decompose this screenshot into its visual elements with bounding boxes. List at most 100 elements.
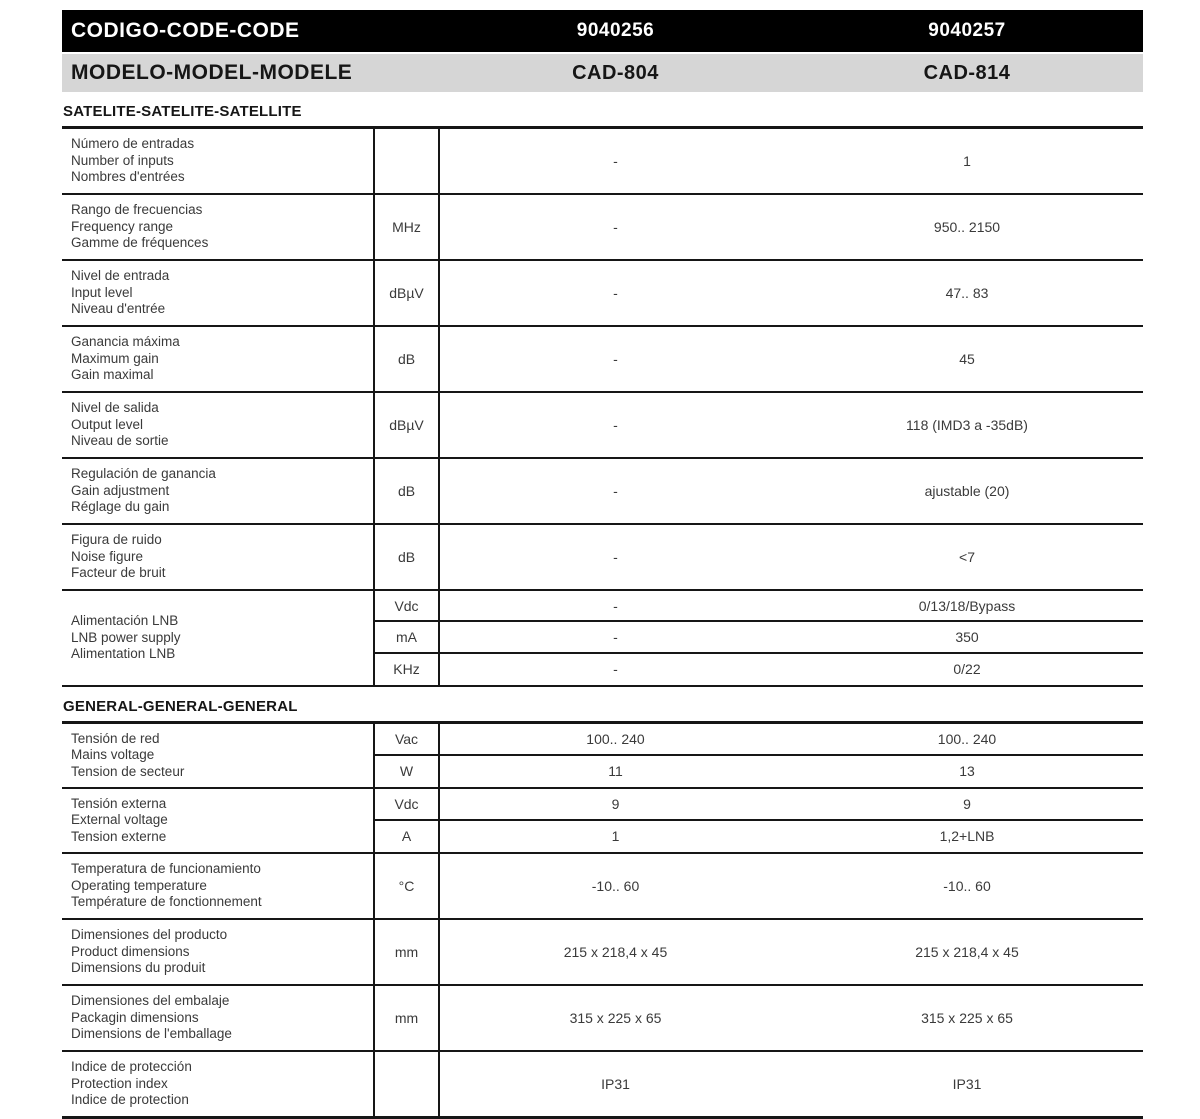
value-cell-cad814: 47.. 83 (945, 285, 989, 301)
value-cell-cad804: -10.. 60 (591, 878, 640, 895)
value-cell-cad804: - (613, 351, 618, 367)
row-label: Indice de protección Protection index Indi… (62, 1052, 373, 1116)
section-title: SATELITE-SATELITE-SATELLITE (62, 92, 1143, 129)
row-label: Dimensiones del embalaje Packagin dimensi… (62, 986, 373, 1050)
row-label: Tensión de red Mains voltage Tension de se… (62, 724, 373, 787)
unit-cell: mA (373, 622, 440, 654)
value-cell-cad804: - (440, 622, 791, 654)
value-cell-cad804: - (613, 549, 618, 565)
row-label-line: Niveau d'entrée (71, 301, 166, 317)
row-label-line: Dimensions du produit (71, 960, 206, 976)
row-label-line: Rango de frecuencias (71, 202, 203, 218)
row-label: Temperatura de funcionamiento Operating t… (62, 854, 373, 918)
row-label-line: External voltage (71, 812, 168, 828)
value-cell-cad814: -10.. 60 (943, 878, 991, 895)
row-label: Rango de frecuencias Frequency range Gamme… (62, 195, 373, 259)
value-cell-cad814: 315 x 225 x 65 (921, 1010, 1013, 1027)
unit-cell: Vdc (373, 591, 440, 623)
value-cell-cad814: <7 (959, 549, 975, 565)
unit-cell: dB (373, 459, 440, 523)
row-label-line: Temperatura de funcionamiento (71, 861, 261, 877)
value-cell-cad814: 0/13/18/Bypass (791, 591, 1143, 623)
unit-cell (373, 129, 440, 193)
code-value-col1: 9040256 (576, 20, 655, 41)
value-cell-cad804: - (613, 483, 618, 499)
code-value-col2: 9040257 (928, 20, 1006, 41)
row-label-line: Noise figure (71, 548, 144, 564)
row-label-line: Indice de protección (71, 1059, 192, 1075)
spec-row: Figura de ruido Noise figure Facteur de br… (62, 525, 1143, 591)
unit-cell: MHz (373, 195, 440, 259)
unit-cell: Vac (373, 724, 440, 756)
spec-row: Regulación de ganancia Gain adjustment Rég… (62, 459, 1143, 525)
unit-cell: dBµV (373, 393, 440, 457)
row-label-line: Gamme de fréquences (71, 235, 209, 251)
value-cell-cad804: - (613, 417, 618, 433)
value-cell-cad804: - (440, 591, 791, 623)
unit-cell: mm (373, 986, 440, 1051)
model-header-label: MODELO-MODEL-MODELE (71, 61, 353, 84)
unit-cell: dB (373, 525, 440, 589)
row-label: Número de entradas Number of inputs Nombre… (62, 129, 373, 193)
value-cell-cad814: 215 x 218,4 x 45 (915, 944, 1019, 961)
spec-table: SATELITE-SATELITE-SATELLITE Número de ent… (62, 92, 1143, 1119)
model-value-col1: CAD-804 (572, 61, 659, 84)
row-label: Regulación de ganancia Gain adjustment Rég… (62, 459, 373, 523)
value-cell-cad804: 315 x 225 x 65 (569, 1010, 662, 1027)
row-label-line: Facteur de bruit (71, 565, 166, 581)
value-cell-cad804: - (613, 661, 618, 678)
unit-cell: Vdc (373, 789, 440, 821)
row-label: Nivel de entrada Input level Niveau d'entr… (62, 261, 373, 325)
model-value-col2: CAD-814 (923, 61, 1011, 84)
value-cell-cad804: 1 (611, 828, 620, 845)
spec-row: Dimensiones del embalaje Packagin dimensi… (62, 986, 1143, 1053)
value-cell-cad814: 9 (791, 789, 1143, 821)
value-cell-cad804: 215 x 218,4 x 45 (563, 944, 668, 961)
row-label-line: Frequency range (71, 218, 174, 234)
row-label-line: Maximum gain (71, 350, 159, 366)
row-label-line: LNB power supply (71, 629, 181, 645)
row-label-line: Gain adjustment (71, 482, 170, 498)
row-label-line: Tension de secteur (71, 763, 185, 779)
row-label-line: Número de entradas (71, 136, 195, 152)
row-label: Ganancia máxima Maximum gain Gain maximal (62, 327, 373, 391)
row-label: Alimentación LNB LNB power supply Alimenta… (62, 591, 373, 685)
row-label-line: Réglage du gain (71, 499, 170, 515)
value-cell-cad814: IP31 (952, 1076, 982, 1093)
row-label-line: Indice de protection (71, 1092, 189, 1108)
value-cell-cad804: - (613, 219, 618, 235)
code-header-row: CODIGO-CODE-CODE 9040256 9040257 (62, 10, 1143, 52)
spec-row: Temperatura de funcionamiento Operating t… (62, 854, 1143, 921)
row-label-line: Nivel de entrada (71, 268, 170, 284)
row-label-line: Operating temperature (71, 877, 207, 893)
spec-row: Dimensiones del producto Product dimensio… (62, 920, 1143, 987)
spec-row: Indice de protección Protection index Indi… (62, 1052, 1143, 1119)
row-label-line: Dimensiones del producto (71, 927, 228, 943)
value-cell-cad804: 11 (608, 763, 623, 780)
row-label: Nivel de salida Output level Niveau de sor… (62, 393, 373, 457)
section-title: GENERAL-GENERAL-GENERAL (62, 687, 1143, 725)
value-cell-cad814: 1,2+LNB (939, 828, 995, 845)
row-label-line: Température de fonctionnement (71, 894, 262, 910)
spec-row: Nivel de salida Output level Niveau de sor… (62, 393, 1143, 459)
row-label-line: Number of inputs (71, 152, 174, 168)
unit-cell: °C (373, 854, 440, 919)
row-label-line: Product dimensions (71, 943, 190, 959)
value-cell-cad814: 1 (963, 153, 971, 169)
row-label-line: Output level (71, 416, 144, 432)
value-cell-cad814: ajustable (20) (924, 483, 1010, 499)
row-label-line: Nivel de salida (71, 400, 159, 416)
value-cell-cad814: 118 (IMD3 a -35dB) (906, 417, 1028, 433)
value-cell-cad814: 0/22 (953, 661, 981, 678)
model-header-row: MODELO-MODEL-MODELE CAD-804 CAD-814 (62, 54, 1143, 92)
spec-row: Número de entradas Number of inputs Nombre… (62, 129, 1143, 195)
unit-cell: mm (373, 920, 440, 985)
row-label: Figura de ruido Noise figure Facteur de br… (62, 525, 373, 589)
row-label-line: Niveau de sortie (71, 433, 169, 449)
spec-row: Rango de frecuencias Frequency range Gamme… (62, 195, 1143, 261)
spec-row: Alimentación LNB LNB power supply Alimenta… (62, 591, 1143, 688)
spec-row: Nivel de entrada Input level Niveau d'entr… (62, 261, 1143, 327)
row-label-line: Dimensiones del embalaje (71, 993, 230, 1009)
row-label-line: Tensión de red (71, 730, 160, 746)
row-label: Tensión externa External voltage Tension e… (62, 789, 373, 852)
